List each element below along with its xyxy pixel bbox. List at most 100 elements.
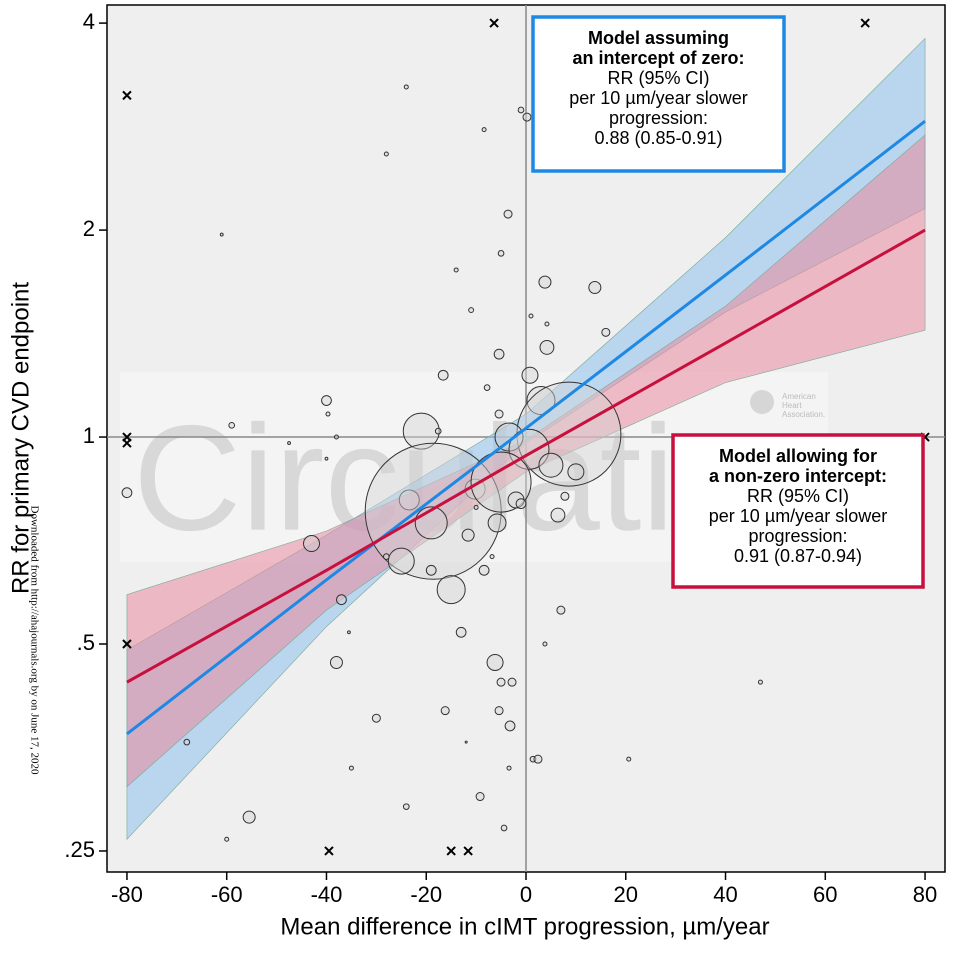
x-tick-label: 20 <box>614 882 638 907</box>
bubble <box>364 442 502 580</box>
bubble <box>487 513 507 533</box>
y-tick-label: 2 <box>83 216 95 241</box>
bubble <box>224 836 230 842</box>
annotation-title: Model allowing for <box>719 446 877 466</box>
bubble <box>461 528 475 542</box>
annotation-box <box>531 15 786 173</box>
annotation-text: RR (95% CI) <box>607 68 709 88</box>
y-axis-label: RR for primary CVD endpoint <box>7 282 34 594</box>
bubble <box>500 824 508 832</box>
bubble <box>504 720 516 732</box>
bubble <box>303 535 321 553</box>
bubble <box>464 740 468 744</box>
bubble <box>434 427 442 435</box>
bubble <box>481 127 487 133</box>
bubble <box>497 250 505 257</box>
bubble <box>526 386 556 416</box>
x-tick-label: -80 <box>111 882 143 907</box>
bubble <box>121 487 133 499</box>
bubble <box>348 765 354 771</box>
side-note: Downloaded from http://ahajournals.org b… <box>28 506 40 775</box>
bubble <box>321 395 332 406</box>
annotation-text: RR (95% CI) <box>747 486 849 506</box>
bubble <box>493 348 505 360</box>
bubble <box>538 275 552 289</box>
bubble <box>333 434 339 440</box>
y-tick-label: .5 <box>77 630 95 655</box>
bubble <box>486 653 504 671</box>
annotation-box <box>671 433 925 589</box>
bubble <box>483 384 491 391</box>
bubble <box>453 267 459 273</box>
bubble <box>473 504 479 510</box>
x-tick-label: -60 <box>211 882 243 907</box>
bubble <box>425 564 437 576</box>
bubble <box>517 106 525 114</box>
bubble <box>503 209 513 219</box>
x-tick-label: 0 <box>520 882 532 907</box>
bubble <box>544 321 550 327</box>
annotation-title: a non-zero intercept: <box>709 466 887 486</box>
bubble <box>478 564 490 576</box>
y-tick-label: .25 <box>64 837 95 862</box>
bubble <box>515 498 527 510</box>
bubble <box>455 626 467 638</box>
logo-text: Heart <box>782 401 802 410</box>
cross-marker <box>446 846 456 856</box>
annotation-text: progression: <box>609 108 708 128</box>
annotation-title: an intercept of zero: <box>572 48 744 68</box>
bubble <box>494 706 504 716</box>
bubble <box>403 84 409 90</box>
cross-marker <box>122 438 132 448</box>
cross-marker <box>860 18 870 28</box>
bubble <box>383 553 390 560</box>
bubble <box>437 369 449 381</box>
x-tick-label: -40 <box>311 882 343 907</box>
bubble <box>183 738 191 746</box>
bubble <box>325 411 331 417</box>
x-axis-label: Mean difference in cIMT progression, µm/… <box>280 913 769 940</box>
bubble <box>440 706 450 716</box>
annotation-text: per 10 µm/year slower <box>709 506 887 526</box>
bubble <box>626 756 632 762</box>
bubble <box>436 575 466 605</box>
bubble <box>287 441 291 445</box>
bubble <box>556 605 566 615</box>
ci-band <box>126 134 926 788</box>
bubble <box>533 754 543 764</box>
bubble <box>506 765 512 771</box>
x-tick-label: 80 <box>913 882 937 907</box>
annotation-title: Model assuming <box>588 28 729 48</box>
bubble <box>402 412 440 450</box>
bubble <box>528 313 534 319</box>
bubble <box>494 409 504 419</box>
bubble <box>336 594 347 606</box>
logo-mark <box>750 390 774 414</box>
cross-marker <box>324 846 334 856</box>
annotation-text: 0.91 (0.87-0.94) <box>734 546 862 566</box>
annotation-text: progression: <box>748 526 847 546</box>
bubble <box>383 151 389 157</box>
bubble <box>588 281 602 295</box>
cross-marker <box>122 639 132 649</box>
bubble <box>470 451 532 513</box>
bubble <box>324 456 329 461</box>
bubble <box>601 327 611 337</box>
bubble <box>560 491 570 501</box>
y-tick-label: 4 <box>83 9 95 34</box>
bubble <box>550 507 566 523</box>
bubble <box>402 803 410 810</box>
bubble <box>228 421 236 429</box>
annotation-text: per 10 µm/year slower <box>569 88 747 108</box>
x-tick-label: -20 <box>410 882 442 907</box>
bubble <box>468 307 475 314</box>
annotation-text: 0.88 (0.85-0.91) <box>594 128 722 148</box>
bubble <box>496 677 506 687</box>
bubble <box>475 792 485 802</box>
bubble <box>567 463 585 481</box>
bubble <box>387 547 415 575</box>
bubble <box>542 641 548 647</box>
bubble <box>521 366 539 384</box>
bubble <box>522 112 532 122</box>
